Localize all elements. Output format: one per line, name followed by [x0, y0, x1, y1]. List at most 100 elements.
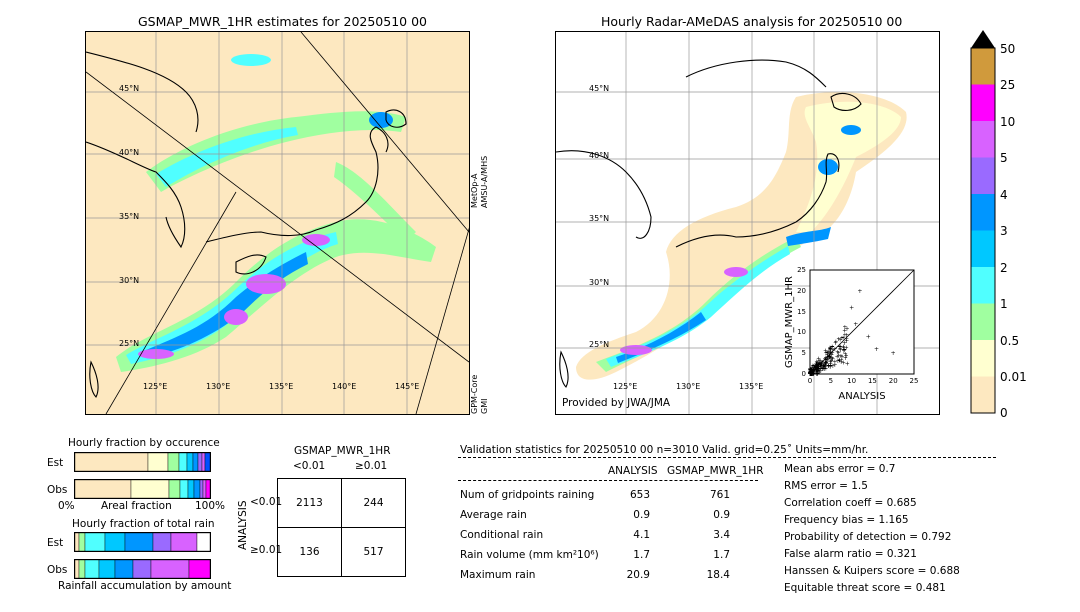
right-lat-label: 30°N — [589, 278, 610, 287]
scatter-point: + — [808, 366, 813, 373]
left-lat-label: 45°N — [119, 84, 140, 93]
scatter-point: + — [823, 356, 828, 363]
scatter-point: + — [813, 365, 818, 372]
scatter-ytick: 5 — [802, 349, 806, 357]
scatter-point: + — [819, 361, 824, 368]
scatter-point: + — [810, 369, 815, 376]
scatter-point: + — [819, 363, 824, 370]
scatter-point: + — [826, 363, 831, 370]
scatter-point: + — [836, 336, 841, 343]
scatter-point: + — [841, 343, 846, 350]
scatter-xlabel: ANALYSIS — [838, 391, 885, 402]
validation-row-label: Conditional rain — [460, 529, 544, 541]
left-lon-label: 130°E — [206, 382, 231, 391]
score-line: Probability of detection = 0.792 — [784, 531, 952, 543]
scatter-point: + — [807, 371, 812, 378]
scatter-point: + — [833, 339, 838, 346]
scatter-point: + — [807, 370, 812, 377]
fraction-segment — [201, 452, 206, 472]
scatter-point: + — [842, 328, 847, 335]
contingency-col2: ≥0.01 — [355, 460, 388, 472]
contingency-cell: 244 — [341, 478, 406, 528]
scatter-point: + — [807, 370, 812, 377]
scatter-point: + — [816, 368, 821, 375]
scatter-point: + — [821, 366, 826, 373]
left-lon-label: 125°E — [143, 382, 168, 391]
sat-label-2: AMSU-A/MHS — [480, 155, 489, 208]
right-lat-label: 35°N — [589, 214, 610, 223]
scatter-point: + — [837, 344, 842, 351]
scatter-point: + — [818, 363, 823, 370]
scatter-point: + — [825, 357, 830, 364]
colorbar-label: 50 — [1000, 42, 1016, 56]
scatter-point: + — [817, 370, 822, 377]
scatter-point: + — [809, 371, 814, 378]
scatter-point: + — [827, 353, 832, 360]
scatter-point: + — [828, 356, 833, 363]
scatter-point: + — [828, 346, 833, 353]
scatter-point: + — [809, 371, 814, 378]
scatter-point: + — [827, 354, 832, 361]
scatter-point: + — [832, 359, 837, 366]
scatter-point: + — [838, 353, 843, 360]
scatter-point: + — [809, 371, 814, 378]
scatter-point: + — [814, 371, 819, 378]
scatter-point: + — [815, 365, 820, 372]
score-line: Frequency bias = 1.165 — [784, 514, 909, 526]
fraction-segment — [130, 479, 170, 499]
scatter-point: + — [838, 345, 843, 352]
fraction-segment — [170, 532, 198, 552]
scatter-point: + — [808, 371, 813, 378]
fraction-segment — [98, 559, 116, 579]
scatter-point: + — [823, 357, 828, 364]
scatter-point: + — [808, 367, 813, 374]
scatter-point: + — [807, 371, 812, 378]
colorbar-label: 25 — [1000, 78, 1016, 92]
scatter-xtick: 20 — [889, 377, 898, 385]
fraction-segment — [74, 452, 149, 472]
scatter-point: + — [808, 369, 813, 376]
scatter-point: + — [842, 324, 847, 331]
scatter-point: + — [843, 351, 848, 358]
scatter-point: + — [857, 288, 862, 295]
scatter-point: + — [807, 371, 812, 378]
scatter-point: + — [816, 367, 821, 374]
total-est-bar — [74, 532, 211, 552]
scatter-point: + — [827, 355, 832, 362]
colorbar-label: 3 — [1000, 224, 1008, 238]
scatter-point: + — [815, 366, 820, 373]
scatter-point: + — [810, 368, 815, 375]
scatter-point: + — [811, 367, 816, 374]
fraction-axis-right: 100% — [195, 500, 226, 512]
right-lat-label: 40°N — [589, 151, 610, 160]
colorbar-bin — [971, 376, 995, 413]
right-lon-label: 130°E — [676, 382, 701, 391]
scatter-point: + — [814, 358, 819, 365]
occurrence-obs-bar — [74, 479, 211, 499]
scatter-point: + — [827, 351, 832, 358]
fraction-segment — [192, 452, 199, 472]
scatter-point: + — [818, 358, 823, 365]
left-map: 45°N 40°N 35°N 30°N 25°N 125°E 130°E 135… — [85, 31, 470, 415]
scatter-point: + — [813, 364, 818, 371]
right-lat-label: 25°N — [589, 340, 610, 349]
scatter-point: + — [812, 367, 817, 374]
validation-row-analysis: 0.9 — [633, 509, 650, 521]
occurrence-obs-segments — [74, 479, 211, 499]
scatter-point: + — [809, 371, 814, 378]
scatter-point: + — [825, 356, 830, 363]
scatter-point: + — [807, 370, 812, 377]
colorbar-bin — [971, 84, 995, 121]
right-lon-label: 125°E — [613, 382, 638, 391]
fraction-segment — [193, 479, 201, 499]
scatter-point: + — [814, 362, 819, 369]
fraction-segment — [202, 479, 207, 499]
scatter-ytick: 25 — [797, 266, 806, 274]
scatter-point: + — [815, 361, 820, 368]
right-lon-label: 135°E — [739, 382, 764, 391]
validation-row-analysis: 4.1 — [633, 529, 650, 541]
scatter-point: + — [808, 371, 813, 378]
scatter-point: + — [820, 359, 825, 366]
scatter-point: + — [849, 304, 854, 311]
scatter-point: + — [828, 363, 833, 370]
